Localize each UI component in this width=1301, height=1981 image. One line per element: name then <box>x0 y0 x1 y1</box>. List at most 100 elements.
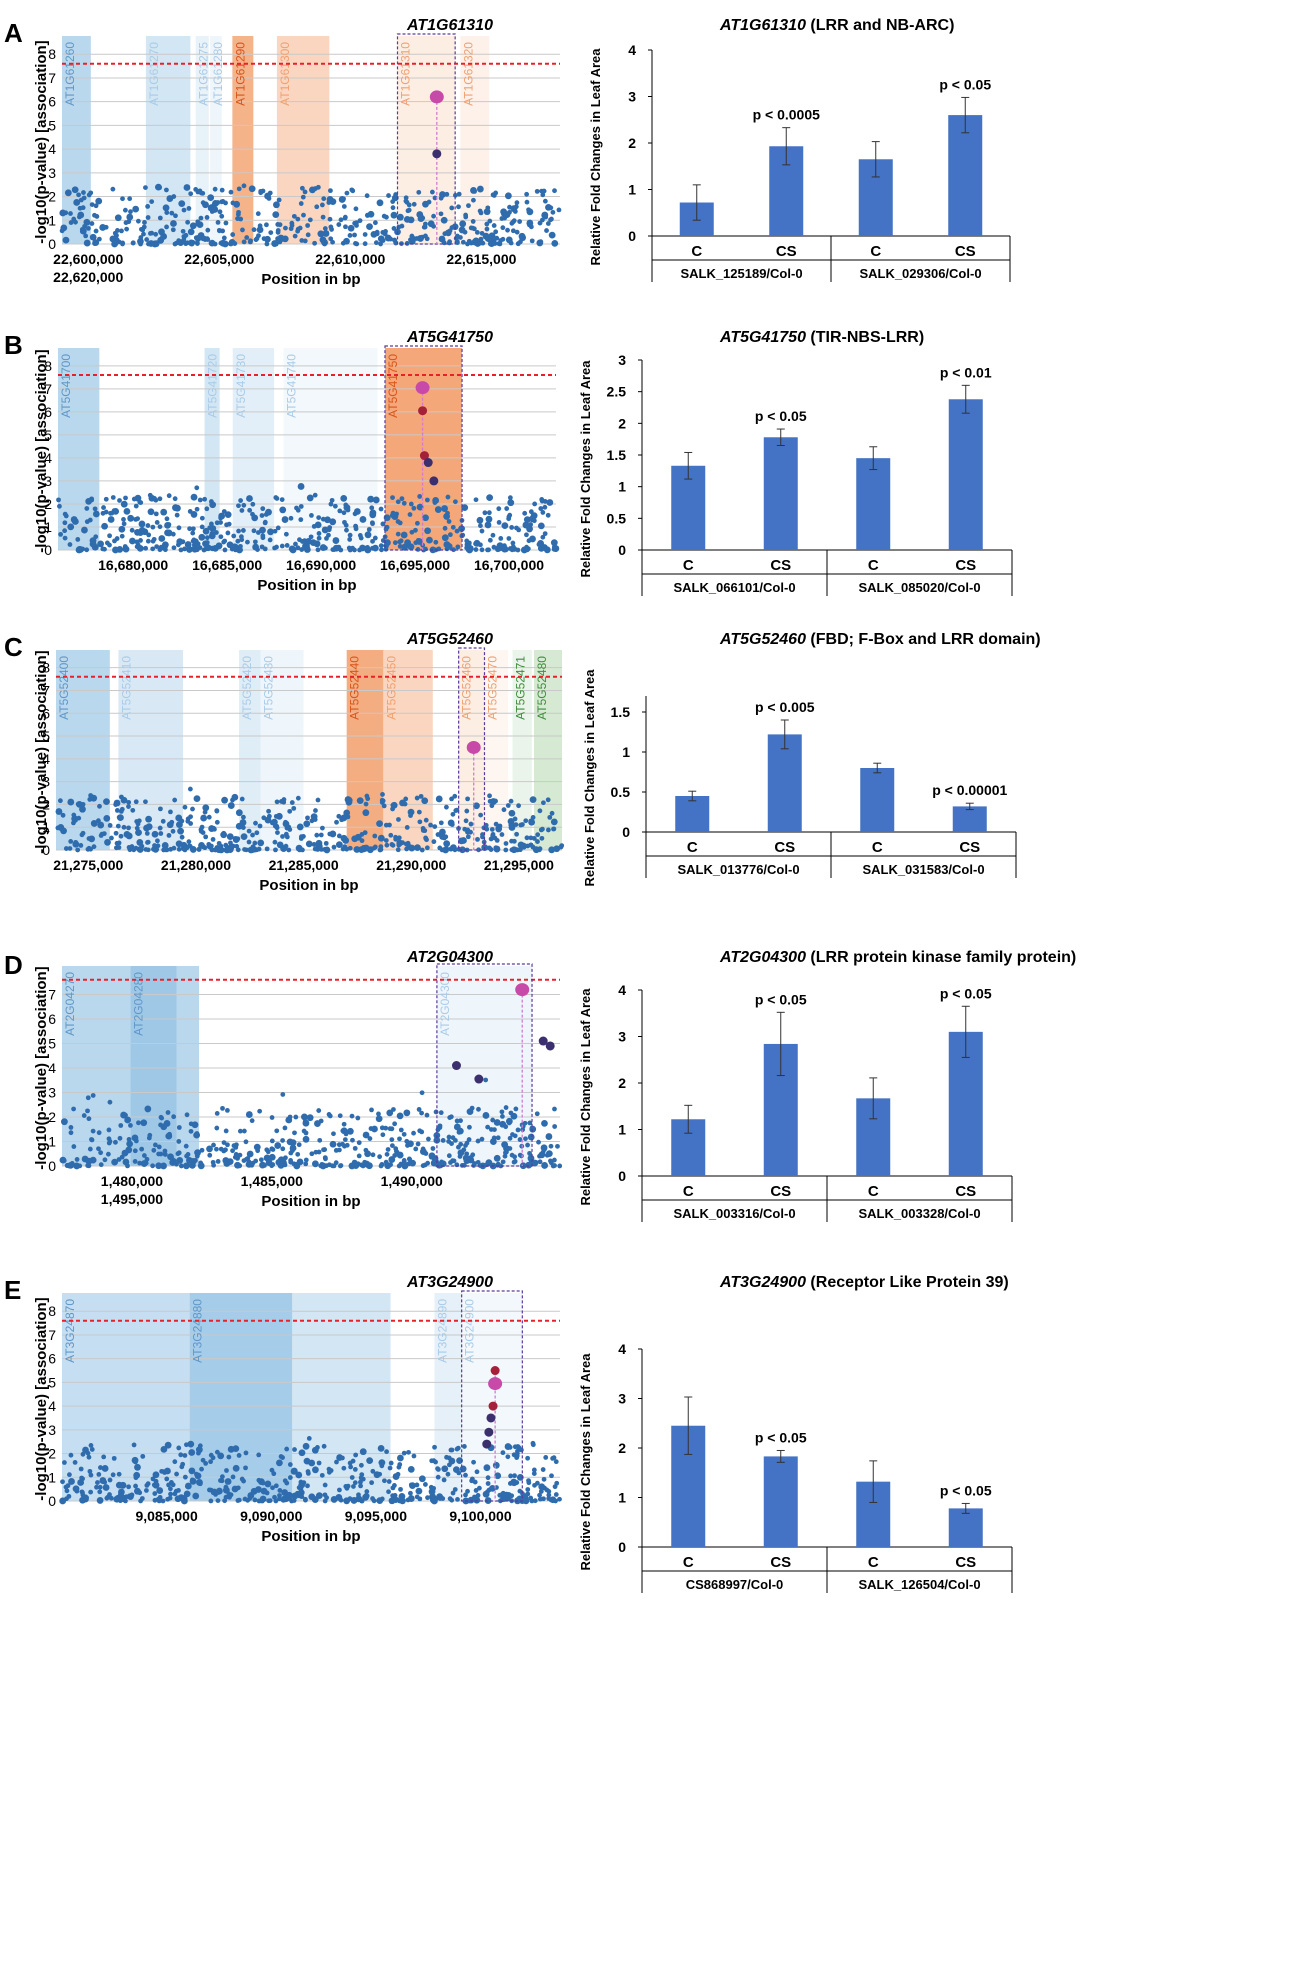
snp-point <box>214 819 220 825</box>
snp-point <box>355 1115 361 1121</box>
snp-point <box>507 499 515 507</box>
snp-point <box>110 495 116 500</box>
snp-point <box>474 1469 480 1475</box>
snp-point <box>512 1159 518 1164</box>
snp-point <box>135 829 142 837</box>
snp-point <box>111 508 117 514</box>
snp-point <box>79 227 85 232</box>
snp-point <box>441 1465 449 1473</box>
bar-y-tick-label: 0 <box>618 1168 626 1184</box>
snp-point <box>554 1480 560 1486</box>
snp-point <box>362 1159 368 1165</box>
snp-point <box>235 538 241 544</box>
snp-point <box>85 1095 91 1101</box>
snp-point <box>164 187 169 193</box>
snp-point <box>140 1119 148 1127</box>
gene-band <box>461 1293 523 1501</box>
snp-point <box>140 227 146 233</box>
snp-point <box>557 1496 562 1502</box>
lead-snp-point <box>515 983 530 997</box>
snp-point <box>473 802 480 810</box>
snp-point <box>207 1152 213 1158</box>
snp-point <box>390 806 395 812</box>
snp-point <box>489 827 495 832</box>
snp-point <box>332 544 340 552</box>
snp-point <box>190 806 195 812</box>
snp-point <box>545 221 551 226</box>
snp-point <box>215 846 223 853</box>
snp-point <box>484 226 490 232</box>
snp-point <box>125 1146 133 1154</box>
snp-point <box>187 1440 195 1448</box>
snp-point <box>280 1455 285 1460</box>
snp-point <box>441 1477 447 1483</box>
snp-point <box>432 1444 437 1450</box>
bar-chart: AT5G52460 (FBD; F-Box and LRR domain)00.… <box>582 631 1041 886</box>
snp-point <box>280 1146 286 1152</box>
snp-point <box>485 515 493 523</box>
snp-point <box>315 547 321 553</box>
snp-point <box>431 1485 437 1491</box>
snp-point <box>277 1493 282 1498</box>
snp-point <box>398 1486 403 1492</box>
snp-point <box>335 1493 343 1501</box>
snp-point <box>424 497 430 503</box>
snp-point <box>126 1140 134 1148</box>
snp-point <box>254 847 260 853</box>
snp-point <box>157 215 163 221</box>
snp-point <box>462 229 468 235</box>
snp-point <box>224 1478 232 1485</box>
snp-point <box>392 1121 398 1127</box>
snp-point <box>166 821 174 829</box>
snp-point <box>314 204 320 210</box>
snp-point <box>365 213 370 218</box>
snp-point <box>456 1127 464 1135</box>
snp-point <box>287 1114 293 1120</box>
snp-point <box>105 1151 111 1157</box>
y-tick-label: 2 <box>44 496 52 512</box>
snp-point <box>115 823 121 829</box>
snp-point <box>202 804 210 812</box>
snp-point <box>136 529 144 536</box>
snp-point <box>474 229 480 235</box>
snp-point <box>429 1458 435 1464</box>
highlight-snp-point <box>488 1401 498 1411</box>
snp-point <box>312 240 318 246</box>
snp-point <box>447 239 453 245</box>
snp-point <box>397 1136 402 1142</box>
snp-point <box>292 233 298 239</box>
snp-point <box>186 843 192 849</box>
snp-point <box>167 1153 174 1161</box>
snp-point <box>208 1459 214 1465</box>
snp-point <box>193 186 199 192</box>
snp-point <box>423 1482 428 1487</box>
highlight-snp-point <box>486 1413 496 1423</box>
snp-point <box>388 1162 394 1168</box>
snp-point <box>143 824 150 832</box>
snp-point <box>193 795 201 802</box>
snp-point <box>311 523 317 529</box>
snp-point <box>280 1138 285 1143</box>
snp-point <box>100 546 106 552</box>
snp-point <box>553 547 559 553</box>
snp-point <box>204 215 210 220</box>
snp-point <box>131 1442 137 1448</box>
snp-point <box>154 520 160 525</box>
p-value-label: p < 0.05 <box>940 985 992 1001</box>
gene-label: AT1G61290 <box>233 42 247 106</box>
y-tick-label: 4 <box>42 751 50 767</box>
bar-title-gene: AT5G41750 <box>719 329 806 346</box>
snp-point <box>75 847 81 853</box>
snp-point <box>415 520 420 526</box>
snp-point <box>430 1146 436 1151</box>
snp-point <box>305 232 311 238</box>
snp-point <box>235 1485 241 1491</box>
snp-point <box>319 846 324 852</box>
snp-point <box>423 221 428 227</box>
snp-point <box>502 1153 508 1159</box>
snp-point <box>415 1487 423 1495</box>
snp-point <box>419 1110 424 1116</box>
snp-point <box>326 1111 332 1117</box>
snp-point <box>508 240 514 246</box>
x-tick-label: 21,285,000 <box>269 857 339 873</box>
